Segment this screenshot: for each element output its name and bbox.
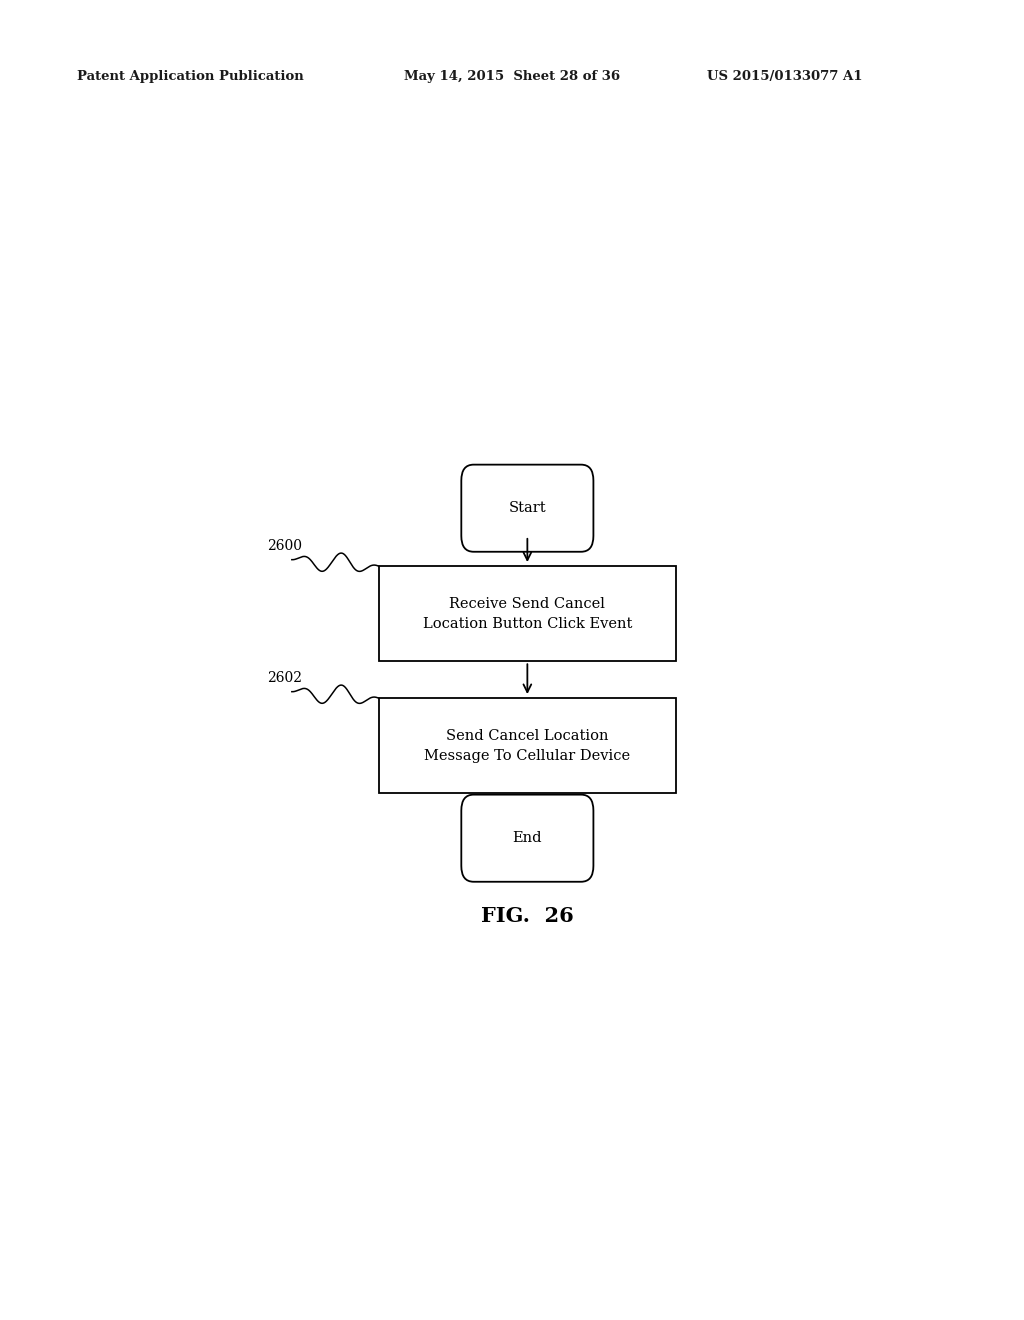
Text: Patent Application Publication: Patent Application Publication bbox=[77, 70, 303, 83]
Text: May 14, 2015  Sheet 28 of 36: May 14, 2015 Sheet 28 of 36 bbox=[404, 70, 621, 83]
FancyBboxPatch shape bbox=[379, 566, 676, 661]
Text: Send Cancel Location
Message To Cellular Device: Send Cancel Location Message To Cellular… bbox=[424, 729, 631, 763]
Text: Start: Start bbox=[509, 502, 546, 515]
Text: FIG.  26: FIG. 26 bbox=[481, 906, 573, 927]
FancyBboxPatch shape bbox=[461, 465, 594, 552]
Text: 2602: 2602 bbox=[267, 671, 302, 685]
FancyBboxPatch shape bbox=[379, 698, 676, 793]
Text: US 2015/0133077 A1: US 2015/0133077 A1 bbox=[707, 70, 862, 83]
Text: Receive Send Cancel
Location Button Click Event: Receive Send Cancel Location Button Clic… bbox=[423, 597, 632, 631]
Text: 2600: 2600 bbox=[267, 539, 302, 553]
Text: End: End bbox=[513, 832, 542, 845]
FancyBboxPatch shape bbox=[461, 795, 594, 882]
